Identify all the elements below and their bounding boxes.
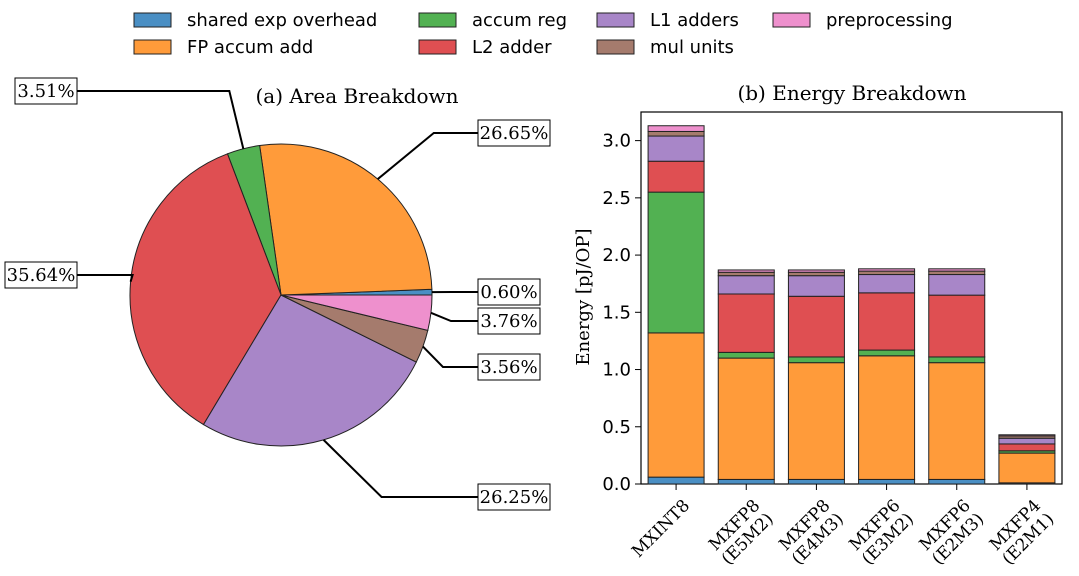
pie-label-l2-adder: 35.64% xyxy=(7,265,76,286)
pie-slice-l2-adder xyxy=(129,153,282,426)
bar-segment-preprocessing xyxy=(928,268,986,272)
bar-segment-preprocessing xyxy=(787,269,845,273)
pie-leader-l1-adders xyxy=(322,439,478,498)
x-tick-label: MXINT8 xyxy=(628,496,694,562)
bar-segment-l1-adders xyxy=(928,274,986,296)
pie-label-accum-reg: 3.51% xyxy=(17,81,74,102)
bar-segment-mul-units xyxy=(928,270,986,276)
bar-segment-l1-adders xyxy=(647,135,705,162)
legend-swatch-l1-adders xyxy=(596,12,635,28)
pie-title: (a) Area Breakdown xyxy=(256,84,459,108)
pie-label-box-shared-exp-overhead xyxy=(477,278,541,306)
pie-label-box-l1-adders xyxy=(477,483,551,511)
energy-breakdown-bar-chart: (b) Energy Breakdown Energy [pJ/OP] 0.0 0… xyxy=(573,81,1063,569)
legend-label-shared-exp-overhead: shared exp overhead xyxy=(187,10,377,31)
legend-swatch-accum-reg xyxy=(418,12,457,28)
bar-segment-l1-adders xyxy=(787,275,845,297)
pie-label-preprocessing: 3.76% xyxy=(480,311,537,332)
x-tick-label: MXFP8(E5M2) xyxy=(704,496,777,569)
bar-segment-preprocessing xyxy=(858,268,916,272)
bar-segment-l2-adder xyxy=(717,293,775,353)
pie-slice-l1-adders xyxy=(202,294,417,447)
x-tick-label: MXFP6(E3M2) xyxy=(845,496,918,569)
pie-label-box-l2-adder xyxy=(4,261,78,289)
x-tick-label: MXFP6(E2M3) xyxy=(915,496,988,569)
pie-label-box-accum-reg xyxy=(14,77,78,105)
bar-segment-l1-adders xyxy=(858,274,916,294)
bar-segment-fp-accum-add xyxy=(787,362,845,480)
y-tick-label: 2.5 xyxy=(602,188,631,209)
pie-label-box-preprocessing xyxy=(477,307,541,335)
y-tick-label: 1.0 xyxy=(602,360,631,381)
bar-segment-mul-units xyxy=(787,271,845,277)
bar-title: (b) Energy Breakdown xyxy=(737,81,966,105)
pie-label-l1-adders: 26.25% xyxy=(480,487,549,508)
bar-segment-l2-adder xyxy=(858,292,916,351)
bar-segment-shared-exp-overhead xyxy=(717,478,775,485)
bar-segment-fp-accum-add xyxy=(998,452,1056,484)
pie-slice-fp-accum-add xyxy=(259,143,433,296)
bar-segment-l2-adder xyxy=(998,443,1056,452)
legend-label-preprocessing: preprocessing xyxy=(826,10,953,31)
legend-swatch-mul-units xyxy=(596,39,635,55)
pie-label-fp-accum-add: 26.65% xyxy=(480,123,549,144)
x-tick-label: MXFP4(E2M1) xyxy=(985,496,1058,569)
y-tick-label: 0.5 xyxy=(602,417,631,438)
y-tick-label: 2.0 xyxy=(602,245,631,266)
bar-segment-l1-adders xyxy=(998,437,1056,445)
area-breakdown-pie-chart: (a) Area Breakdown 0.60% 26.65% 3.51% 35.64… xyxy=(4,77,551,511)
legend-swatch-l2-adder xyxy=(418,39,457,55)
bar-segment-mul-units xyxy=(647,130,705,137)
pie-leader-accum-reg xyxy=(77,90,245,150)
bar-segment-preprocessing xyxy=(998,434,1056,437)
legend-label-accum-reg: accum reg xyxy=(472,10,567,31)
pie-leader-preprocessing xyxy=(430,311,478,322)
pie-slice-preprocessing xyxy=(280,294,433,331)
legend-label-mul-units: mul units xyxy=(650,37,734,58)
bar-segment-shared-exp-overhead xyxy=(858,478,916,485)
legend-swatch-fp-accum-add xyxy=(133,39,172,55)
bar-segment-preprocessing xyxy=(717,269,775,273)
pie-leader-fp-accum-add xyxy=(377,132,478,180)
bar-segment-mul-units xyxy=(717,271,775,277)
bar-segment-fp-accum-add xyxy=(717,357,775,480)
y-axis-label: Energy [pJ/OP] xyxy=(573,228,594,365)
bar-segment-l1-adders xyxy=(717,275,775,295)
pie-label-mul-units: 3.56% xyxy=(480,357,537,378)
bar-segment-l2-adder xyxy=(928,294,986,358)
bar-segment-shared-exp-overhead xyxy=(928,478,986,485)
legend-label-l2-adder: L2 adder xyxy=(472,37,552,58)
y-tick-label: 3.0 xyxy=(602,131,631,152)
bar-segment-accum-reg xyxy=(717,351,775,359)
y-tick-label: 0.0 xyxy=(602,474,631,495)
bar-segment-accum-reg xyxy=(787,356,845,364)
bar-segment-mul-units xyxy=(858,270,916,276)
legend-swatch-shared-exp-overhead xyxy=(133,12,172,28)
y-tick-label: 1.5 xyxy=(602,302,631,323)
bar-segment-accum-reg xyxy=(858,349,916,357)
bar-segment-shared-exp-overhead xyxy=(787,478,845,485)
bar-segment-shared-exp-overhead xyxy=(647,476,705,485)
pie-label-box-mul-units xyxy=(477,353,541,381)
pie-leader-mul-units xyxy=(422,345,478,368)
pie-label-shared-exp-overhead: 0.60% xyxy=(480,282,537,303)
legend-swatch-preprocessing xyxy=(772,12,811,28)
bar-segment-preprocessing xyxy=(647,125,705,132)
pie-label-box-fp-accum-add xyxy=(477,119,551,147)
legend-label-l1-adders: L1 adders xyxy=(650,10,739,31)
legend-label-fp-accum-add: FP accum add xyxy=(187,37,313,58)
bar-segment-accum-reg xyxy=(928,356,986,364)
x-tick-label: MXFP8(E4M3) xyxy=(775,496,848,569)
bar-segment-fp-accum-add xyxy=(858,355,916,480)
legend: shared exp overhead FP accum add accum reg… xyxy=(133,10,953,58)
pie-leader-l2-adder xyxy=(77,274,134,282)
bar-segment-fp-accum-add xyxy=(928,362,986,480)
bar-segment-accum-reg xyxy=(647,191,705,334)
bar-segment-fp-accum-add xyxy=(647,332,705,478)
bar-segment-l2-adder xyxy=(787,295,845,358)
plot-frame xyxy=(640,111,1063,485)
bar-segment-l2-adder xyxy=(647,160,705,193)
